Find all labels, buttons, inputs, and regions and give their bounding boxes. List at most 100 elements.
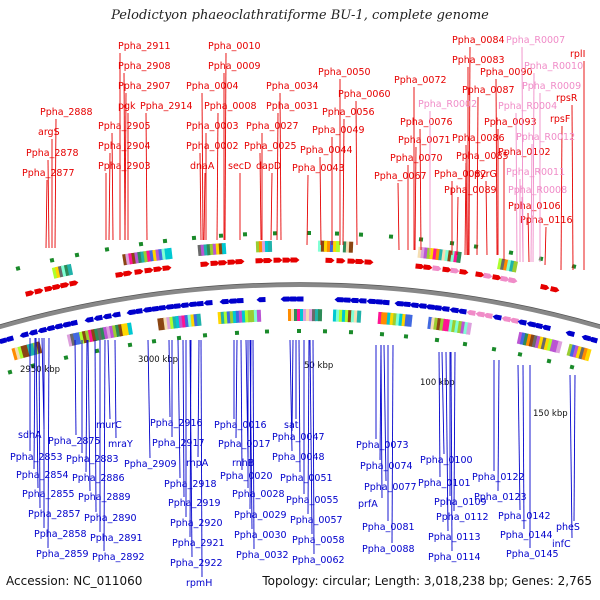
bottom-gene-label: Ppha_0145: [506, 549, 559, 560]
top-gene-label: Ppha_0004: [186, 81, 239, 92]
bottom-label-leader: [380, 344, 383, 499]
cog-block-inner: [84, 330, 92, 343]
top-gene-label: rpsR: [556, 93, 578, 104]
forward-gene-arrow: [450, 267, 460, 274]
bottom-gene-label: rnpA: [186, 458, 209, 469]
top-gene-label: Ppha_0043: [292, 163, 345, 174]
cog-block-inner: [552, 340, 560, 353]
reverse-gene-arrow: [432, 305, 442, 311]
reverse-gene-arrow: [126, 309, 136, 316]
bottom-gene-label: Ppha_2891: [90, 533, 143, 544]
bottom-gene-label: Ppha_2859: [36, 549, 89, 560]
bottom-gene-label: Ppha_2854: [16, 470, 69, 481]
reverse-gene-arrow: [194, 300, 204, 307]
reverse-gene-arrow: [28, 329, 38, 336]
cog-block-inner: [516, 331, 524, 345]
forward-gene-arrow: [336, 258, 346, 264]
reverse-gene-arrow: [227, 298, 237, 304]
bottom-gene-label: mraY: [108, 439, 133, 450]
top-label-leader: [47, 159, 50, 249]
top-gene-label: secD: [228, 161, 251, 172]
forward-gene-arrow: [415, 263, 425, 270]
top-label-leader: [124, 92, 127, 241]
forward-gene-arrow: [115, 271, 125, 278]
bottom-gene-label: Ppha_2883: [66, 454, 119, 465]
tick-mark-inner: [434, 337, 440, 343]
forward-gene-arrow: [255, 258, 265, 264]
forward-gene-arrow: [144, 267, 154, 274]
forward-gene-arrow: [200, 261, 210, 267]
bottom-label-leader: [383, 344, 387, 482]
tick-mark-outer: [306, 230, 312, 236]
tick-mark-outer: [74, 252, 80, 258]
cog-block-inner: [575, 346, 583, 359]
bottom-gene-label: Ppha_2853: [10, 452, 63, 463]
bottom-gene-label: Ppha_0114: [428, 552, 481, 563]
cog-block-outer: [167, 247, 173, 260]
bottom-gene-label: Ppha_2886: [72, 473, 125, 484]
bottom-label-leader: [569, 374, 573, 539]
scale-label: 2950 kbp: [20, 365, 60, 375]
cog-block-inner: [11, 347, 19, 361]
bottom-gene-label: prfA: [358, 499, 378, 510]
forward-gene-arrow: [492, 274, 502, 281]
reverse-gene-arrow: [203, 300, 213, 306]
top-gene-label: Ppha_0085: [456, 151, 509, 162]
top-gene-label: Ppha_0070: [390, 153, 443, 164]
scale-label: 150 kbp: [533, 409, 568, 419]
top-gene-label: Ppha_2903: [98, 161, 151, 172]
cog-block-inner: [196, 313, 202, 326]
reverse-gene-arrow: [84, 316, 94, 323]
tick-mark-inner: [348, 330, 354, 335]
forward-gene-arrow: [364, 259, 374, 265]
bottom-gene-label: Ppha_2909: [124, 459, 177, 470]
tick-mark-outer: [473, 244, 479, 249]
cog-block-inner: [534, 335, 542, 349]
forward-gene-arrow: [273, 257, 283, 263]
reverse-gene-arrow: [187, 301, 197, 308]
bottom-label-leader: [240, 339, 243, 471]
bottom-gene-label: Ppha_2922: [170, 558, 223, 569]
tick-mark-outer: [242, 232, 248, 237]
top-label-leader: [515, 112, 518, 263]
forward-gene-arrow: [153, 266, 163, 273]
bottom-label-leader: [33, 337, 36, 470]
bottom-label-leader: [573, 374, 576, 522]
top-label-leader: [201, 92, 204, 241]
reverse-gene-arrow: [102, 313, 112, 320]
cog-block-inner: [566, 343, 574, 357]
tick-mark-inner: [379, 332, 385, 337]
top-label-leader: [355, 100, 358, 246]
tick-mark-inner: [63, 355, 69, 360]
bottom-gene-label: Ppha_0017: [218, 439, 271, 450]
cog-block-inner: [519, 332, 527, 345]
top-label-leader: [279, 92, 282, 241]
bottom-gene-label: Ppha_2917: [152, 438, 205, 449]
reverse-gene-arrow: [37, 326, 47, 334]
bottom-gene-label: Ppha_0028: [232, 489, 285, 500]
top-gene-label: Ppha_0093: [484, 117, 537, 128]
tick-mark-inner: [7, 369, 13, 375]
bottom-label-leader: [450, 351, 453, 552]
cog-block-inner: [17, 346, 25, 359]
bottom-label-leader: [289, 339, 293, 452]
cog-block-inner: [14, 346, 22, 360]
cog-block-inner: [20, 345, 28, 358]
top-label-leader: [342, 118, 345, 246]
forward-gene-arrow: [52, 284, 62, 291]
top-label-leader: [111, 132, 114, 241]
top-label-leader: [45, 179, 48, 249]
bottom-gene-label: Ppha_0074: [360, 461, 413, 472]
cog-block-inner: [549, 339, 557, 352]
reverse-gene-arrow: [492, 314, 502, 321]
bottom-label-leader: [35, 337, 39, 489]
bottom-label-leader: [438, 351, 441, 478]
cog-block-inner: [581, 347, 589, 361]
bottom-label-leader: [298, 339, 301, 473]
top-label-leader: [54, 118, 57, 249]
top-gene-label: pgk: [118, 101, 136, 112]
tick-mark-outer: [272, 231, 278, 236]
bottom-gene-label: Ppha_0081: [362, 522, 415, 533]
bottom-label-leader: [182, 339, 185, 498]
top-gene-label: Ppha_0072: [394, 75, 447, 86]
